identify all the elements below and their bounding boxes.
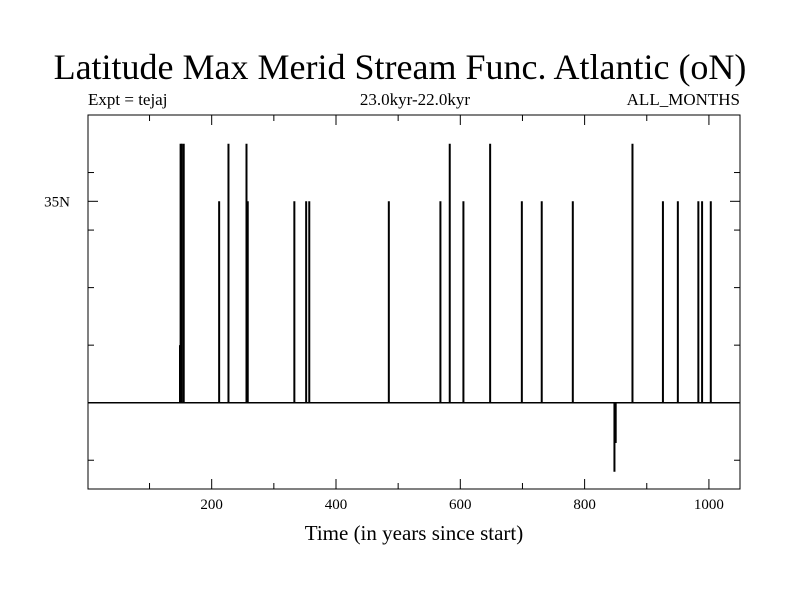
y-tick-label: 35N [44, 194, 70, 210]
x-tick-label: 200 [200, 497, 223, 513]
experiment-label: Expt = tejaj [88, 90, 168, 109]
x-tick-label: 1000 [694, 497, 724, 513]
x-axis-ticks: 200 400 600 800 1000 [200, 497, 723, 513]
chart-title: Latitude Max Merid Stream Func. Atlantic… [53, 47, 747, 87]
data-series [178, 143, 712, 472]
x-axis-label: Time (in years since start) [304, 521, 524, 545]
x-tick-label: 800 [573, 497, 596, 513]
minor-ticks [88, 114, 740, 489]
months-label: ALL_MONTHS [626, 90, 740, 109]
x-tick-label: 600 [449, 497, 472, 513]
y-axis-ticks: 35N [44, 194, 740, 210]
x-tick-label: 400 [325, 497, 348, 513]
plot-frame [87, 114, 741, 490]
period-label: 23.0kyr-22.0kyr [359, 90, 471, 109]
